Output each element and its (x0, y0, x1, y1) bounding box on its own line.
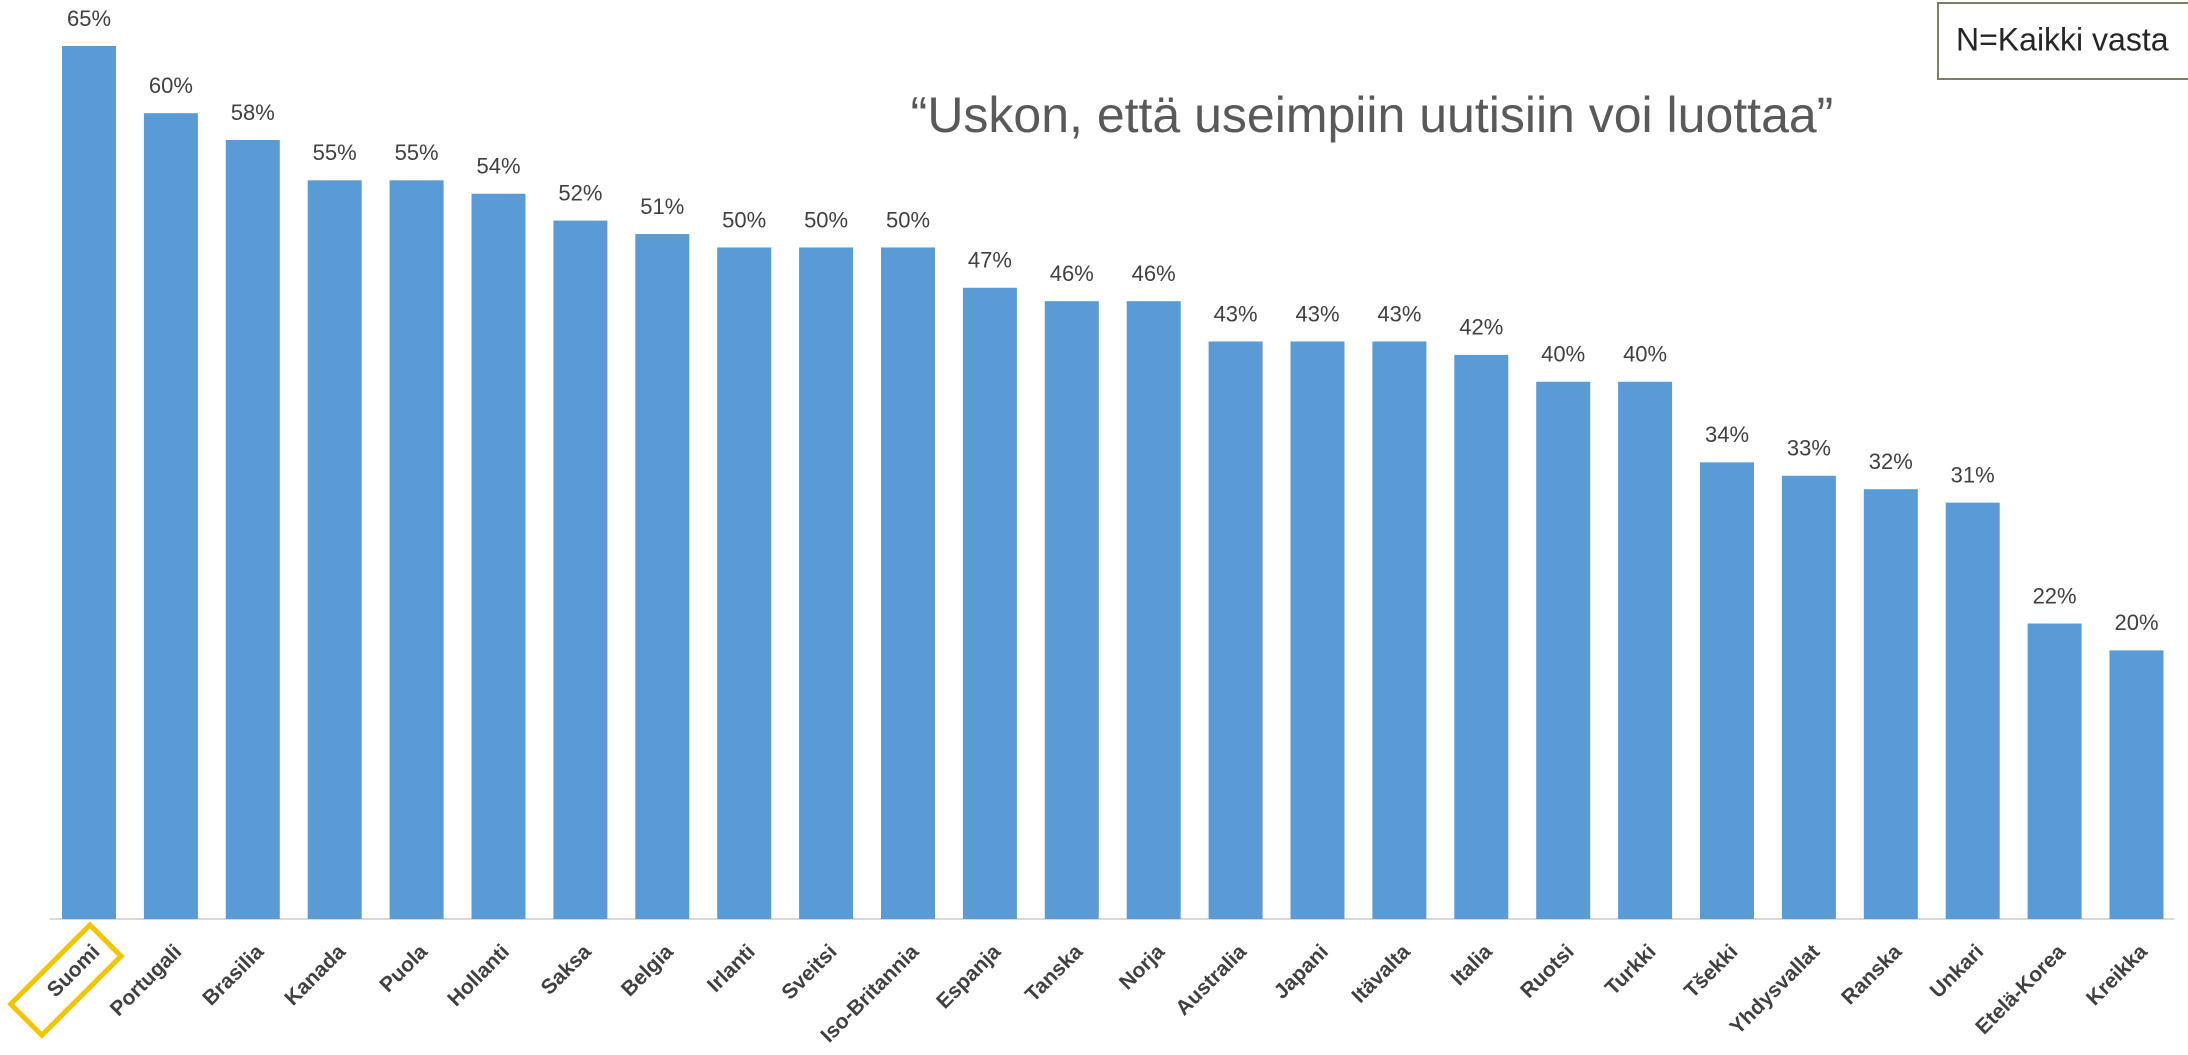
value-label: 47% (968, 248, 1012, 273)
bar (307, 180, 362, 920)
note-box (1937, 2, 2188, 80)
x-tick-label: Ruotsi (1516, 940, 1578, 1002)
bar (1044, 301, 1099, 920)
x-tick-label: Hollanti (443, 940, 514, 1011)
x-tick-label: Ranska (1837, 940, 1906, 1009)
x-tick-label: Brasilia (198, 940, 268, 1010)
bar (389, 180, 444, 920)
x-tick-label: Saksa (537, 940, 596, 999)
value-label: 32% (1869, 449, 1913, 474)
bar (143, 113, 198, 919)
value-label: 55% (395, 140, 439, 165)
value-label: 43% (1295, 301, 1339, 326)
x-tick-label: Norja (1115, 940, 1169, 994)
bar (1372, 341, 1427, 919)
value-label: 50% (722, 207, 766, 232)
note: N=Kaikki vasta (1956, 21, 2169, 57)
x-tick-label: Kanada (280, 940, 350, 1010)
bar (225, 140, 280, 919)
value-label: 60% (149, 73, 193, 98)
value-label: 50% (886, 207, 930, 232)
value-label: 40% (1541, 342, 1585, 367)
bar (1945, 502, 2000, 919)
x-tick-label: Irlanti (703, 940, 760, 997)
bar (1290, 341, 1345, 919)
value-label: 42% (1459, 315, 1503, 340)
bar (1454, 354, 1509, 919)
x-tick-label: Sveitsi (777, 940, 841, 1004)
value-label: 54% (476, 154, 520, 179)
bar (881, 247, 935, 919)
value-label: 51% (640, 194, 684, 219)
x-tick-label: Tanska (1021, 940, 1088, 1007)
bar (2027, 623, 2082, 919)
bar (1700, 462, 1754, 919)
value-label: 43% (1214, 301, 1258, 326)
bar (635, 234, 690, 919)
x-tick-label: Turkki (1601, 940, 1661, 1000)
bar (1781, 475, 1836, 919)
bar (471, 193, 526, 919)
bar (1863, 489, 1918, 919)
value-label: 65% (67, 6, 111, 31)
x-tick-label: Tšekki (1680, 940, 1743, 1003)
x-tick-label: Italia (1447, 940, 1497, 990)
value-label: 34% (1705, 422, 1749, 447)
bar (799, 247, 854, 919)
bar (1126, 301, 1181, 920)
value-label: 46% (1132, 261, 1176, 286)
x-tick-label: Unkari (1926, 940, 1988, 1002)
x-tick-label: Australia (1171, 940, 1251, 1020)
bar (962, 287, 1017, 919)
value-label: 50% (804, 207, 848, 232)
bar (553, 220, 608, 920)
value-label: 43% (1377, 301, 1421, 326)
bar (1536, 381, 1591, 919)
x-tick-label: Espanja (932, 940, 1005, 1013)
x-tick-label: Suomi (43, 940, 105, 1002)
x-tick-label: Itävalta (1347, 940, 1415, 1008)
x-tick-label: Japani (1270, 940, 1333, 1003)
value-label: 33% (1787, 436, 1831, 461)
value-label: 58% (231, 100, 275, 125)
bar (2109, 650, 2164, 919)
chart-title: “Uskon, että useimpiin uutisiin voi luot… (911, 87, 1834, 143)
value-label: 22% (2033, 583, 2077, 608)
x-tick-label: Belgia (617, 940, 678, 1001)
x-tick-label: Kreikka (2082, 940, 2152, 1010)
value-label: 31% (1951, 462, 1995, 487)
bar (1618, 381, 1673, 919)
bar (717, 247, 772, 919)
value-label: 55% (313, 140, 357, 165)
highlight-frame (7, 921, 125, 1039)
value-label: 20% (2114, 610, 2158, 635)
bar (1208, 341, 1263, 919)
value-label: 40% (1623, 342, 1667, 367)
value-label: 46% (1050, 261, 1094, 286)
x-tick-label: Puola (375, 940, 432, 997)
value-label: 52% (558, 180, 602, 205)
bar (62, 46, 116, 919)
